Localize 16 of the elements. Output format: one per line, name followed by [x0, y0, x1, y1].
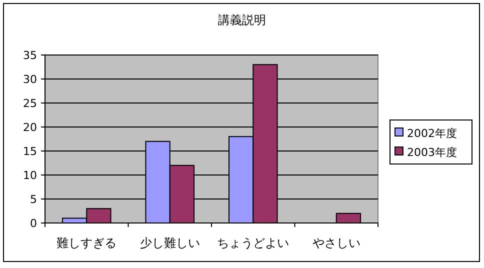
y-tick-label: 10: [23, 169, 37, 182]
y-tick-label: 0: [30, 217, 37, 230]
x-tick-label: 少し難しい: [140, 236, 200, 250]
legend-label: 2002年度: [407, 127, 457, 140]
x-tick-label: ちょうどよい: [217, 236, 290, 250]
y-tick-label: 25: [23, 97, 37, 110]
x-tick-label: 難しすぎる: [56, 236, 117, 250]
legend-label: 2003年度: [407, 146, 457, 159]
y-tick-label: 30: [23, 73, 37, 86]
y-tick-label: 5: [30, 193, 37, 206]
y-tick-label: 20: [23, 121, 37, 134]
chart-title: 講義説明: [218, 13, 266, 27]
x-tick-label: やさしい: [312, 236, 360, 250]
y-tick-label: 15: [23, 145, 37, 158]
bar: [336, 212, 362, 224]
y-tick-label: 35: [23, 49, 37, 62]
